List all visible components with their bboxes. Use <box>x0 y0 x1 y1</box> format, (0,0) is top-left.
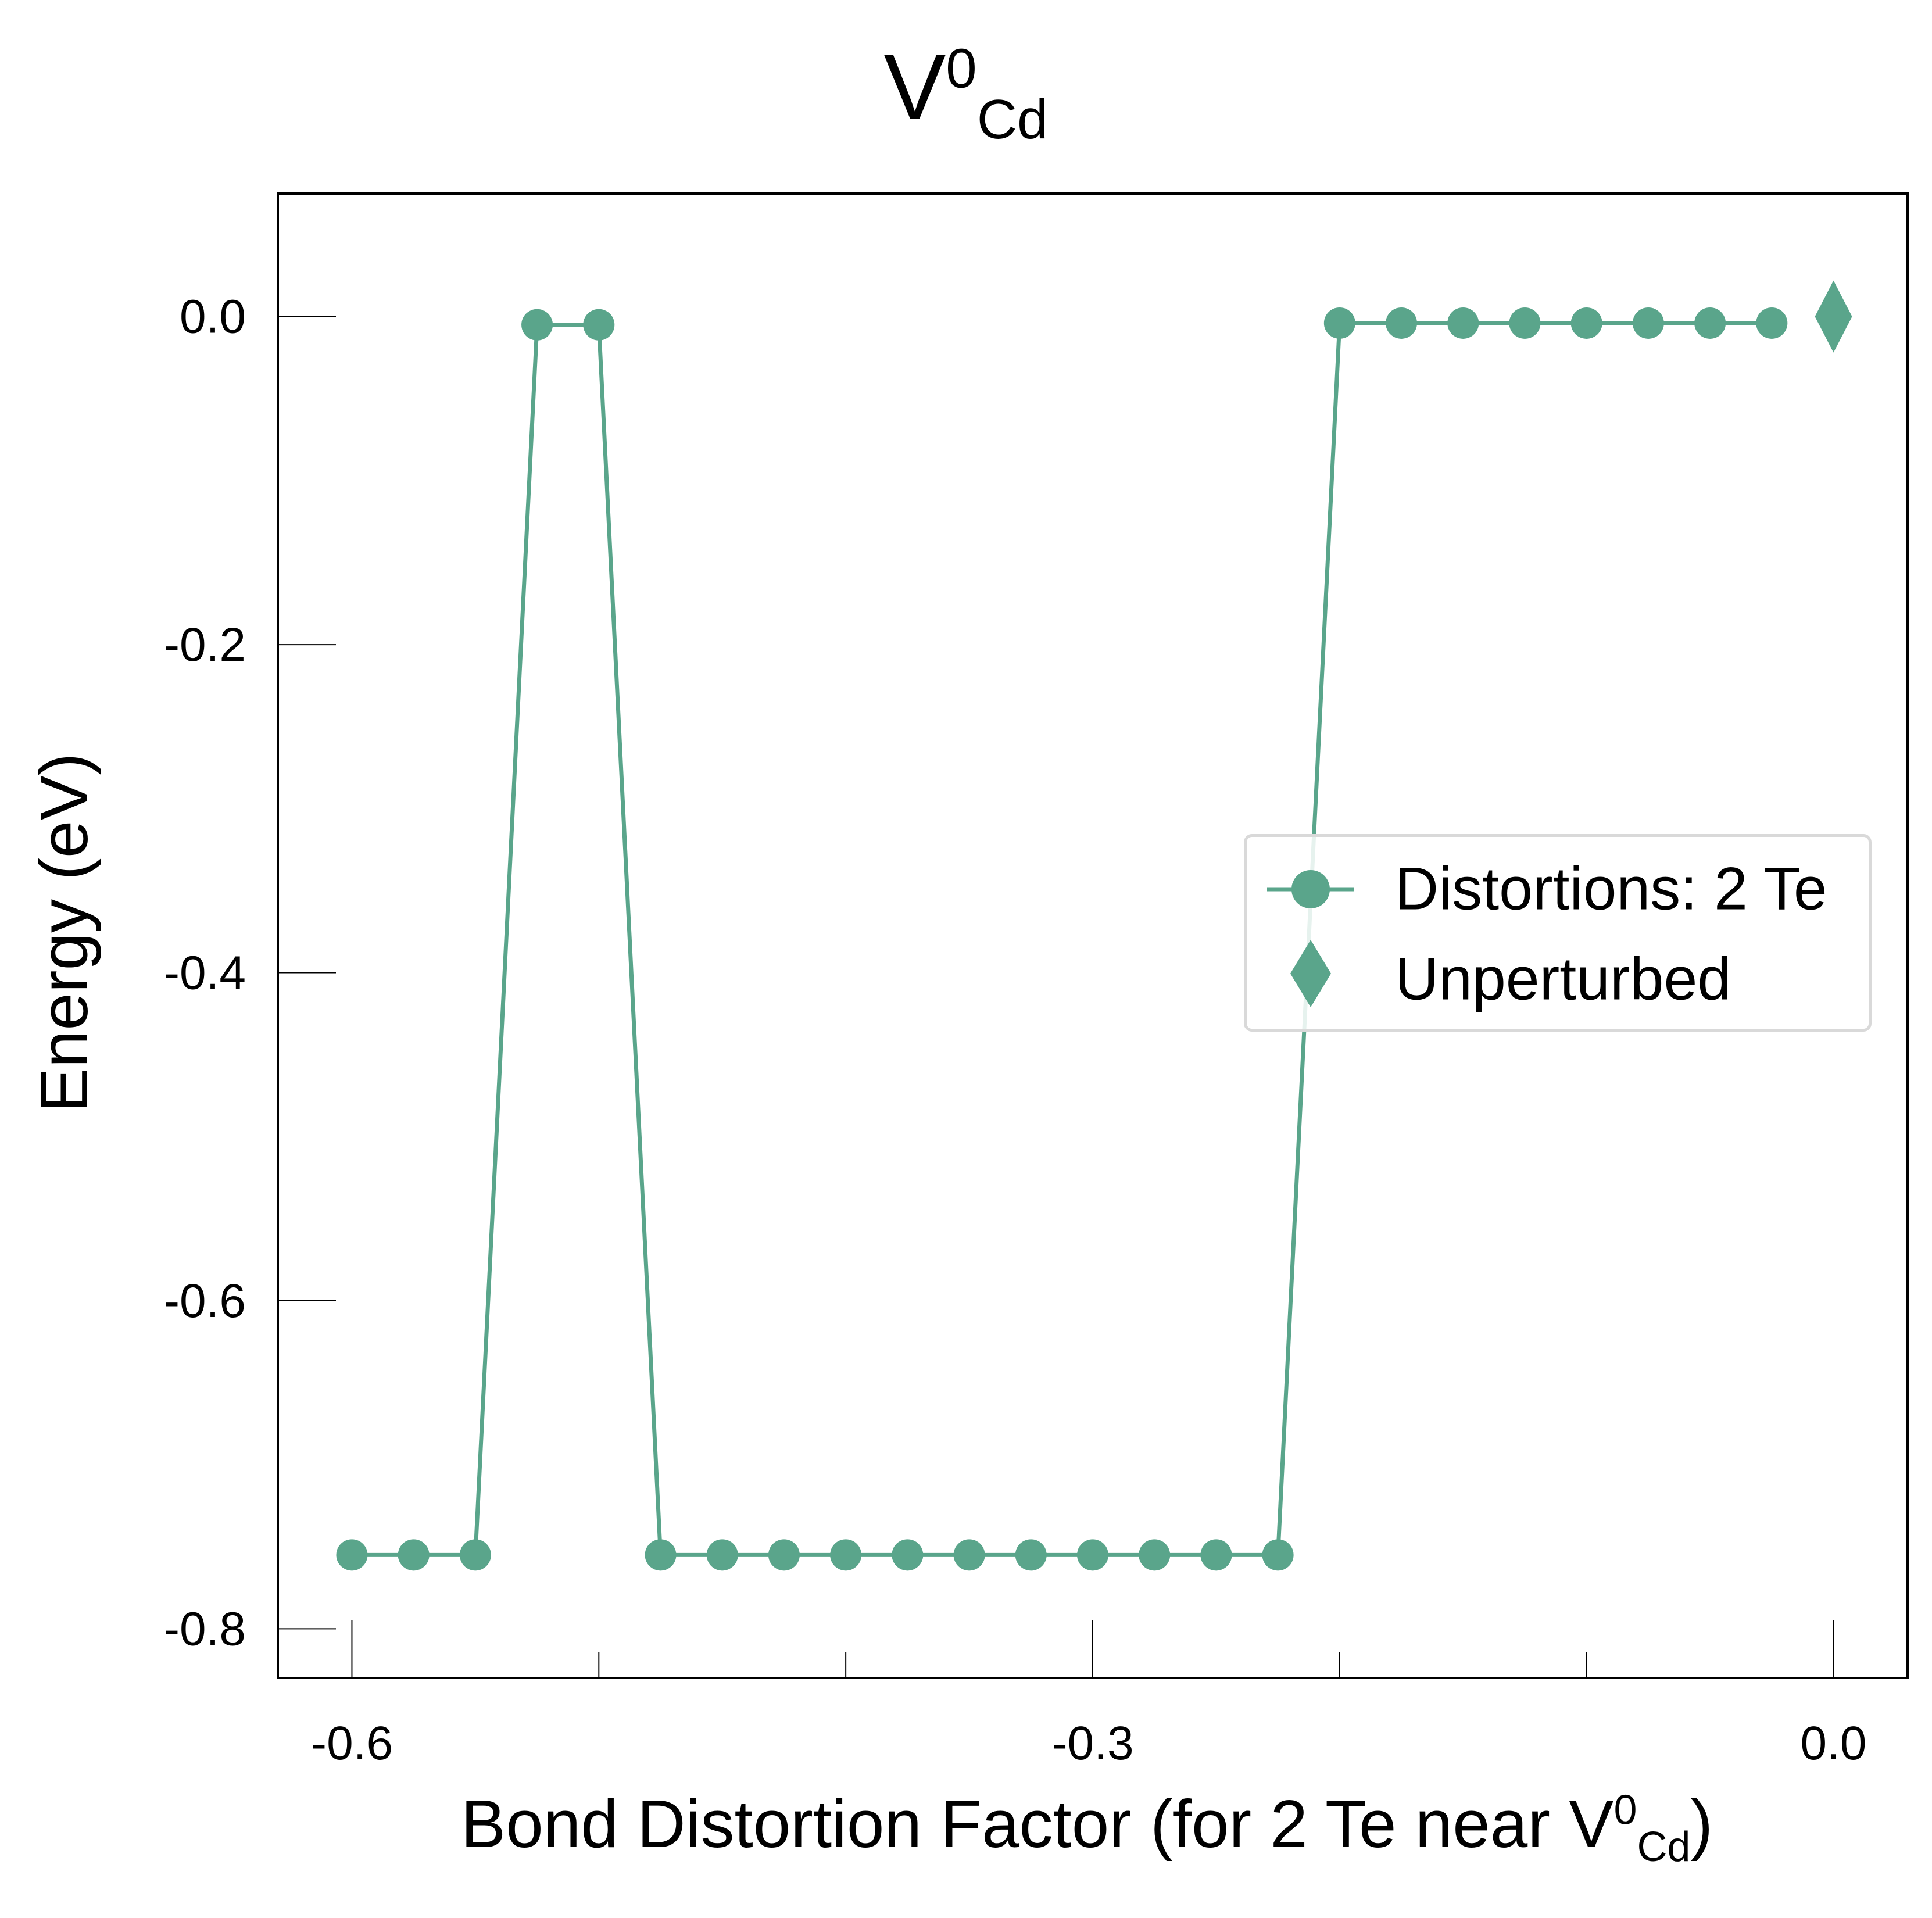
data-point-distortions <box>336 1539 368 1571</box>
xlabel-sub: Cd <box>1637 1824 1691 1871</box>
x-tick-label: 0.0 <box>1801 1717 1867 1770</box>
y-axis-label: Energy (eV) <box>26 753 102 1113</box>
y-axis-ticks: 0.0 -0.2 -0.4 -0.6 -0.8 <box>164 291 336 1655</box>
x-axis-label: Bond Distortion Factor (for 2 Te near V0… <box>273 1787 1901 1868</box>
data-point-distortions <box>521 309 553 341</box>
data-point-distortions <box>1200 1539 1232 1571</box>
data-point-distortions <box>645 1539 677 1571</box>
y-tick-label: 0.0 <box>180 291 246 343</box>
data-point-distortions <box>706 1539 738 1571</box>
y-tick-label: -0.8 <box>164 1602 246 1655</box>
x-tick-label: -0.6 <box>311 1717 393 1770</box>
xlabel-prefix: Bond Distortion Factor (for 2 Te near V <box>460 1786 1614 1862</box>
data-point-distortions <box>1139 1539 1171 1571</box>
y-tick-label: -0.4 <box>164 946 246 999</box>
data-point-distortions <box>1386 307 1418 339</box>
data-point-distortions <box>768 1539 800 1571</box>
x-tick-label: -0.3 <box>1051 1717 1133 1770</box>
data-point-distortions <box>953 1539 985 1571</box>
data-point-distortions <box>1323 307 1355 339</box>
xlabel-sup: 0 <box>1613 1787 1637 1834</box>
data-point-distortions <box>1570 307 1602 339</box>
title-base: V <box>883 35 946 139</box>
xlabel-suffix: ) <box>1690 1786 1713 1862</box>
legend: Distortions: 2 Te Unperturbed <box>1244 834 1872 1032</box>
circle-line-marker-icon <box>1267 870 1354 908</box>
data-point-distortions <box>1509 307 1541 339</box>
y-tick-label: -0.6 <box>164 1275 246 1327</box>
data-point-distortions <box>1077 1539 1108 1571</box>
y-tick-label: -0.2 <box>164 618 246 671</box>
legend-label-distortions: Distortions: 2 Te <box>1395 855 1827 923</box>
diamond-marker-icon <box>1290 940 1331 1007</box>
x-axis-ticks: -0.6 -0.3 0.0 <box>311 1620 1867 1770</box>
data-point-distortions <box>830 1539 862 1571</box>
title-sup: 0 <box>946 37 977 100</box>
title-sub: Cd <box>976 88 1049 151</box>
data-point-distortions <box>459 1539 491 1571</box>
legend-item-unperturbed: Unperturbed <box>1247 936 1869 1023</box>
legend-item-distortions: Distortions: 2 Te <box>1247 846 1869 933</box>
data-point-distortions <box>1262 1539 1294 1571</box>
series-layer <box>336 280 1852 1571</box>
data-point-distortions <box>583 309 615 341</box>
legend-label-unperturbed: Unperturbed <box>1395 945 1731 1013</box>
data-point-distortions <box>892 1539 924 1571</box>
data-point-distortions <box>1447 307 1479 339</box>
data-point-distortions <box>1694 307 1726 339</box>
data-point-unperturbed <box>1815 280 1852 353</box>
data-point-distortions <box>1756 307 1788 339</box>
data-point-distortions <box>398 1539 430 1571</box>
data-point-distortions <box>1015 1539 1047 1571</box>
chart-title: V0Cd <box>0 37 1932 148</box>
data-point-distortions <box>1632 307 1664 339</box>
